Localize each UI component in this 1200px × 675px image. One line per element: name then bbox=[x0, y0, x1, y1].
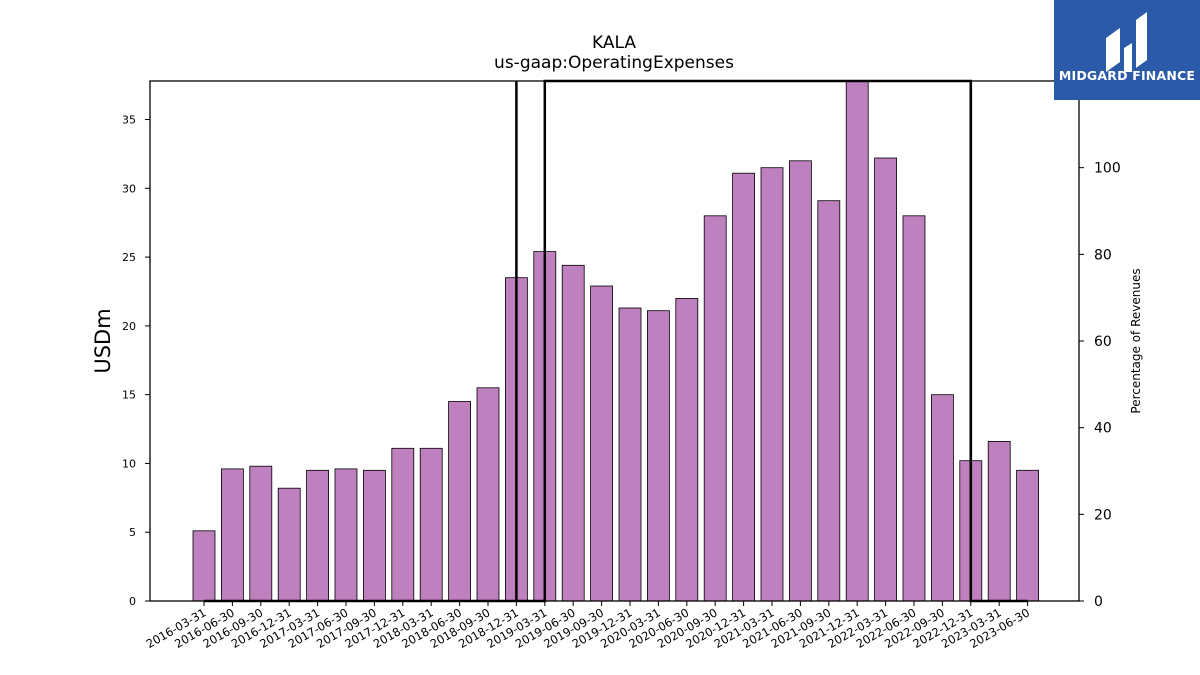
bar-2019-09-30 bbox=[590, 285, 613, 602]
chart-subtitle: us-gaap:OperatingExpenses bbox=[494, 53, 734, 73]
y-tick-label: 15 bbox=[122, 389, 136, 402]
bars-group bbox=[192, 80, 1039, 602]
bar-2021-12-31 bbox=[845, 80, 869, 602]
bar-2022-09-30 bbox=[931, 394, 954, 602]
bar-2021-09-30 bbox=[817, 200, 841, 602]
bar-2020-06-30 bbox=[675, 297, 699, 602]
y-tick-label: 30 bbox=[122, 182, 136, 195]
midgard-finance-logo: MIDGARD FINANCE bbox=[1054, 0, 1200, 100]
y-axis: 0 5 10 15 20 25 30 35 bbox=[122, 114, 150, 608]
bar-2019-06-30 bbox=[561, 264, 585, 602]
chart-title: KALA bbox=[592, 33, 636, 53]
bar-2017-12-31 bbox=[391, 447, 415, 602]
bar-2021-03-31 bbox=[760, 167, 784, 602]
y2-tick-label: 100 bbox=[1094, 161, 1121, 177]
y2-tick-label: 20 bbox=[1094, 507, 1112, 523]
bar-2020-09-30 bbox=[703, 215, 727, 602]
y-tick-label: 5 bbox=[129, 526, 136, 539]
bar-2020-03-31 bbox=[647, 310, 670, 602]
y-axis-label: USDm bbox=[91, 308, 115, 373]
bar-2018-09-30 bbox=[476, 387, 500, 602]
y-tick-label: 35 bbox=[122, 114, 136, 127]
y-tick-label: 0 bbox=[129, 595, 136, 608]
bar-2022-06-30 bbox=[902, 215, 926, 602]
y2-axis: 0 20 40 60 80 100 bbox=[1079, 161, 1121, 610]
bar-2020-12-31 bbox=[732, 172, 755, 602]
logo-mark-icon bbox=[1106, 12, 1147, 72]
y2-tick-label: 40 bbox=[1094, 421, 1112, 437]
bar-2016-06-30 bbox=[220, 468, 244, 602]
bar-2023-06-30 bbox=[1016, 469, 1039, 602]
y-tick-label: 25 bbox=[122, 251, 136, 264]
bar-2019-12-31 bbox=[618, 307, 642, 602]
bar-2023-03-31 bbox=[987, 440, 1011, 602]
y2-tick-label: 60 bbox=[1094, 334, 1112, 350]
bar-2016-03-31 bbox=[192, 530, 216, 602]
bar-2018-06-30 bbox=[448, 401, 472, 602]
bar-2017-03-31 bbox=[306, 469, 330, 602]
bar-2016-09-30 bbox=[249, 465, 273, 602]
bar-2017-09-30 bbox=[362, 469, 386, 602]
bar-2017-06-30 bbox=[334, 468, 358, 602]
bar-2022-03-31 bbox=[874, 157, 897, 602]
y2-axis-label: Percentage of Revenues bbox=[1129, 268, 1143, 413]
plot-frame bbox=[149, 80, 1080, 602]
y2-tick-label: 80 bbox=[1094, 247, 1112, 263]
logo-text: MIDGARD FINANCE bbox=[1058, 68, 1196, 83]
y-tick-label: 10 bbox=[122, 457, 136, 470]
y2-tick-label: 0 bbox=[1094, 594, 1103, 610]
bar-2016-12-31 bbox=[277, 487, 301, 602]
y-tick-label: 20 bbox=[122, 320, 136, 333]
x-axis: 2016-03-312016-06-302016-09-302016-12-31… bbox=[144, 601, 1032, 651]
bar-2021-06-30 bbox=[789, 160, 812, 602]
bar-2018-03-31 bbox=[419, 447, 443, 602]
